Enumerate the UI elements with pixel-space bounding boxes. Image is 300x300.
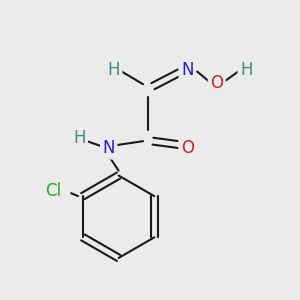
Text: O: O [210, 74, 223, 92]
Text: H: H [240, 61, 252, 79]
Text: H: H [107, 61, 120, 79]
Text: N: N [181, 61, 194, 79]
Text: H: H [73, 129, 86, 147]
Text: Cl: Cl [45, 182, 62, 200]
Text: O: O [181, 139, 194, 157]
Text: N: N [103, 139, 115, 157]
